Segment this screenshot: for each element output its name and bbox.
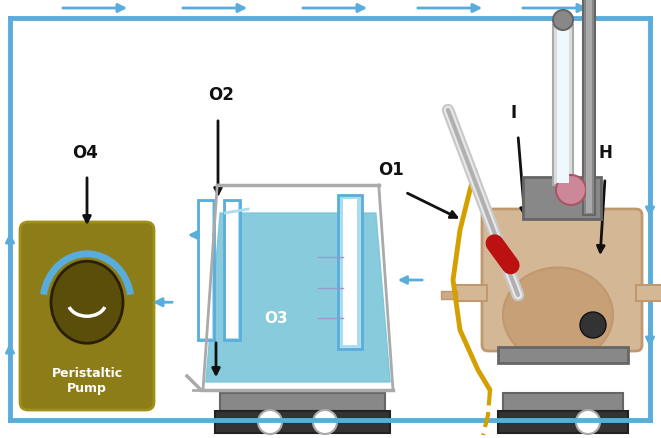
Bar xyxy=(198,200,214,340)
Circle shape xyxy=(258,410,282,434)
Text: O2: O2 xyxy=(208,86,234,104)
Bar xyxy=(226,202,238,338)
Bar xyxy=(498,347,628,363)
Text: O1: O1 xyxy=(378,161,404,179)
Polygon shape xyxy=(206,213,390,382)
Text: O4: O4 xyxy=(72,144,98,162)
Bar xyxy=(224,200,240,340)
Text: O3: O3 xyxy=(264,311,288,326)
FancyBboxPatch shape xyxy=(20,222,154,410)
Bar xyxy=(498,411,628,433)
Bar xyxy=(215,411,390,433)
Text: H: H xyxy=(598,144,612,162)
Bar xyxy=(455,285,487,301)
Bar xyxy=(557,27,569,183)
Bar xyxy=(636,285,661,301)
Circle shape xyxy=(556,175,586,205)
Bar xyxy=(583,0,595,215)
Text: I: I xyxy=(510,104,516,122)
Circle shape xyxy=(553,10,573,30)
Circle shape xyxy=(580,312,606,338)
Circle shape xyxy=(313,410,337,434)
Bar xyxy=(553,25,573,185)
Bar xyxy=(441,291,457,299)
Text: Peristaltic
Pump: Peristaltic Pump xyxy=(52,367,122,396)
Bar xyxy=(586,0,592,213)
FancyBboxPatch shape xyxy=(482,209,642,351)
Bar xyxy=(220,393,385,411)
Ellipse shape xyxy=(51,261,123,343)
Bar xyxy=(343,199,357,345)
Bar xyxy=(503,393,623,411)
Ellipse shape xyxy=(503,268,613,363)
Bar xyxy=(338,195,362,349)
Circle shape xyxy=(576,410,600,434)
Bar xyxy=(200,202,212,338)
Bar xyxy=(523,177,601,219)
